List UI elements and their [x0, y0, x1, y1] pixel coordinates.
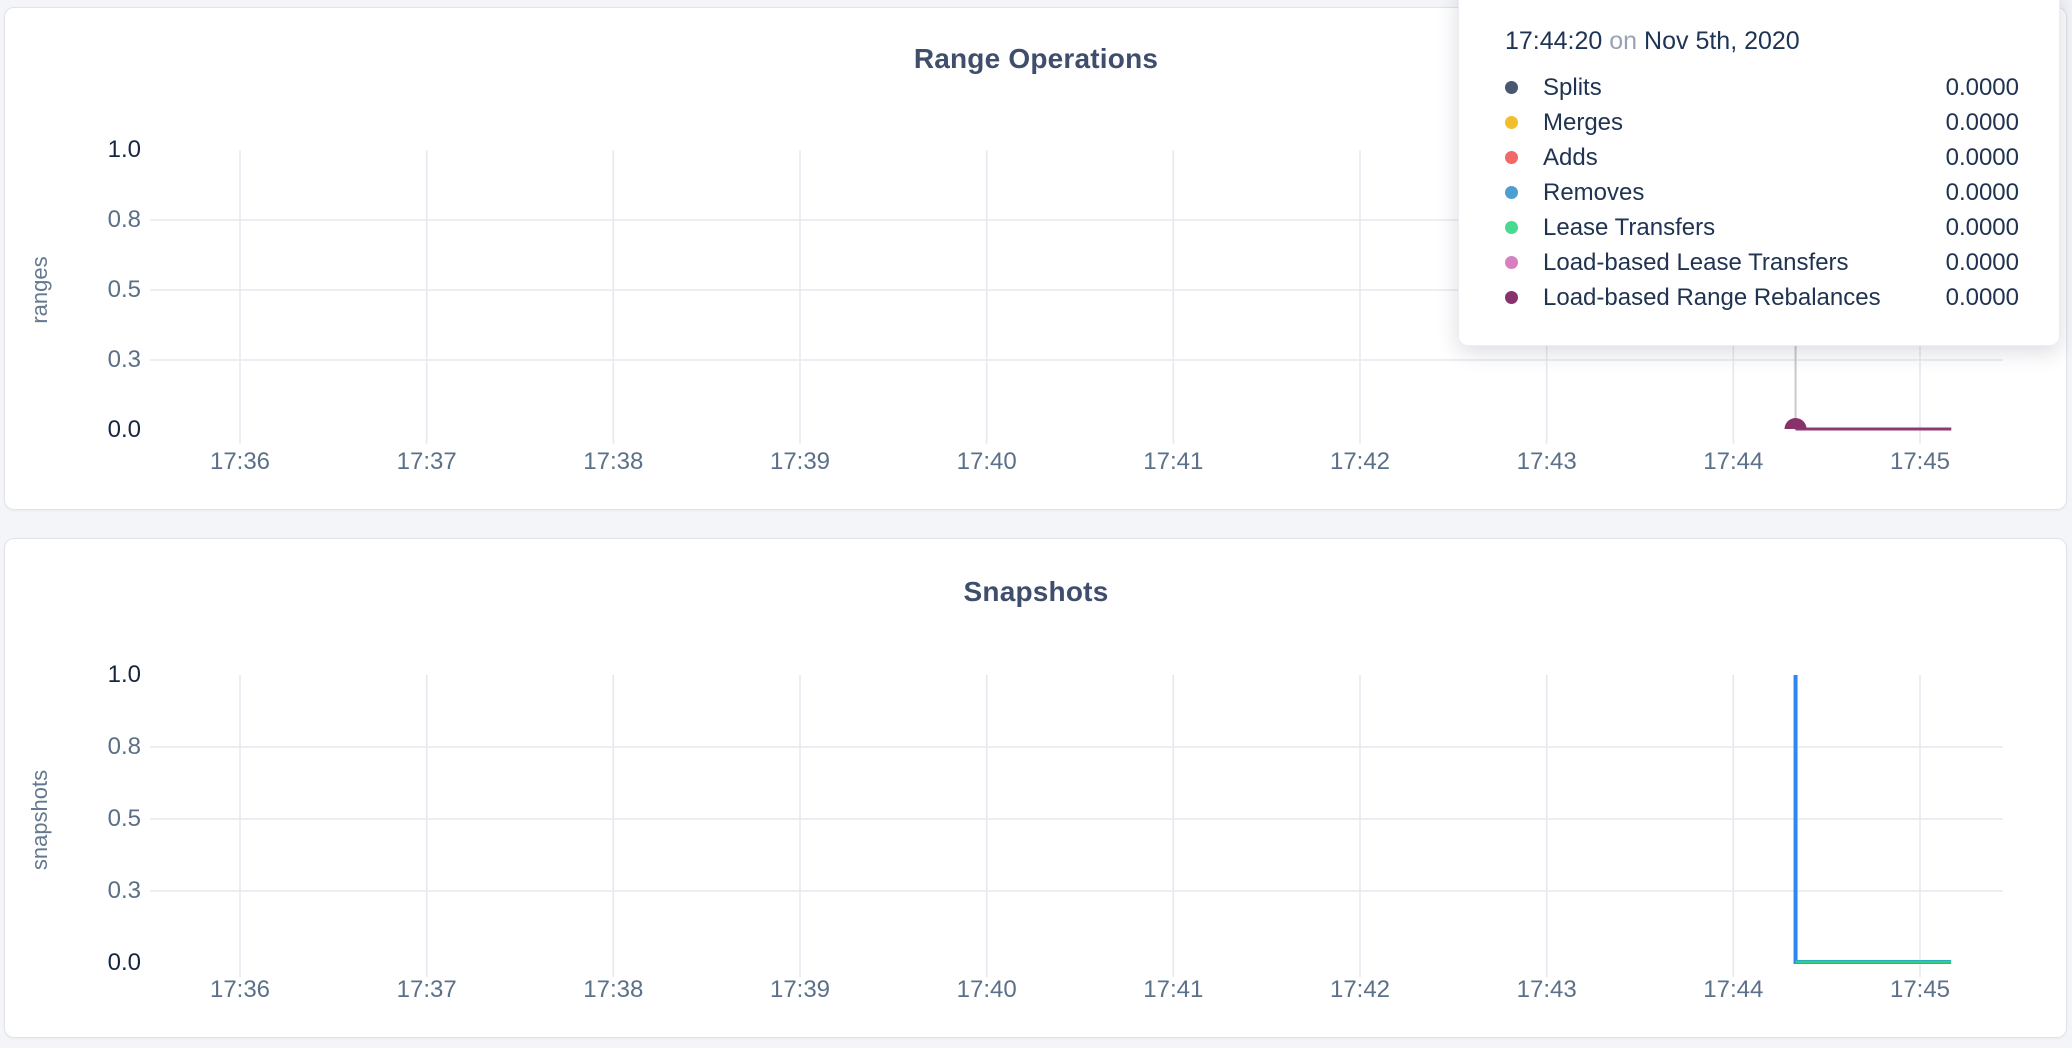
- series-color-dot: [1505, 81, 1518, 94]
- chart-title-range-operations: Range Operations: [913, 43, 1159, 74]
- tooltip-row: Splits 0.0000: [1505, 70, 2019, 105]
- series-value: 0.0000: [1945, 178, 2019, 206]
- hover-point: [1784, 418, 1807, 429]
- tooltip-row: Merges 0.0000: [1505, 105, 2019, 140]
- series-label: Load-based Lease Transfers: [1543, 248, 1849, 276]
- tooltip-series-list: Splits 0.0000 Merges 0.0000 Adds 0.0000 Remove…: [1505, 70, 2019, 315]
- series-color-dot: [1505, 291, 1518, 304]
- series-color-dot: [1505, 256, 1518, 269]
- series-value: 0.0000: [1945, 283, 2019, 311]
- series-label: Lease Transfers: [1543, 213, 1716, 241]
- series-label: Load-based Range Rebalances: [1543, 283, 1881, 311]
- plot-snapshots: [150, 675, 2003, 977]
- series-color-dot: [1505, 186, 1518, 199]
- tooltip-row: Removes 0.0000: [1505, 175, 2019, 210]
- snapshots-card: [4, 538, 2067, 1038]
- series-value: 0.0000: [1945, 143, 2019, 171]
- hover-tooltip: 17:44:20 on Nov 5th, 2020 Splits 0.0000 Me…: [1458, 0, 2060, 346]
- series-color-dot: [1505, 151, 1518, 164]
- series-label: Merges: [1543, 108, 1624, 136]
- chart-title-snapshots: Snapshots: [963, 576, 1109, 607]
- series-value: 0.0000: [1945, 73, 2019, 101]
- tooltip-connector: on: [1609, 27, 1638, 55]
- tooltip-timestamp: 17:44:20 on Nov 5th, 2020: [1505, 27, 2019, 56]
- tooltip-row: Load-based Lease Transfers 0.0000: [1505, 245, 2019, 280]
- series-label: Removes: [1543, 178, 1645, 206]
- tooltip-time: 17:44:20: [1505, 27, 1603, 55]
- series-color-dot: [1505, 116, 1518, 129]
- tooltip-date: Nov 5th, 2020: [1644, 27, 1800, 55]
- series-label: Splits: [1543, 73, 1602, 101]
- series-value: 0.0000: [1945, 108, 2019, 136]
- series-label: Adds: [1543, 143, 1598, 171]
- tooltip-row: Lease Transfers 0.0000: [1505, 210, 2019, 245]
- series-value: 0.0000: [1945, 248, 2019, 276]
- tooltip-row: Adds 0.0000: [1505, 140, 2019, 175]
- series-color-dot: [1505, 221, 1518, 234]
- tooltip-row: Load-based Range Rebalances 0.0000: [1505, 280, 2019, 315]
- series-value: 0.0000: [1945, 213, 2019, 241]
